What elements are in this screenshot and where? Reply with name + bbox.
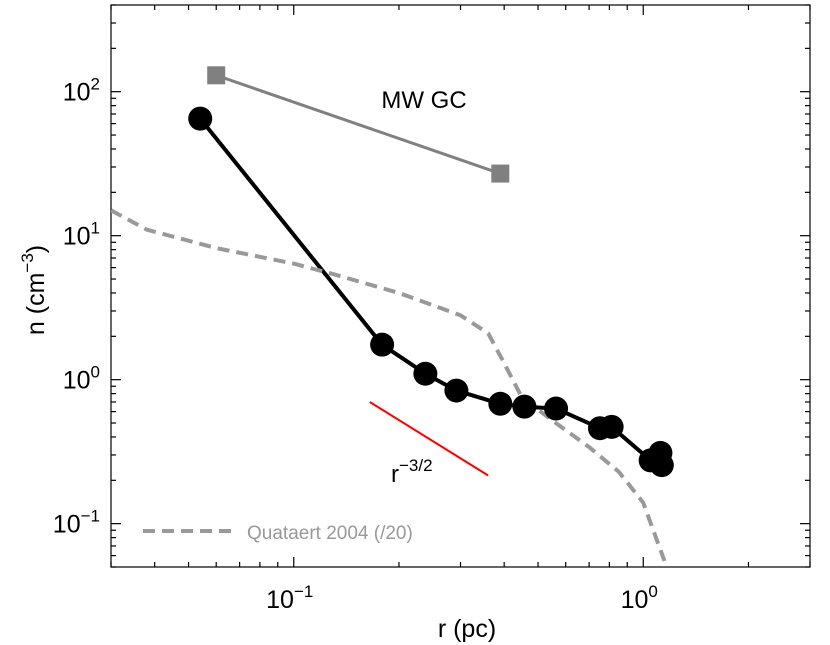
mw-gc-point (207, 66, 226, 85)
x-tick-label: 100 (621, 582, 658, 614)
mw-gc-point (491, 164, 510, 183)
data-point (512, 394, 537, 419)
mw-gc-annotation: MW GC (381, 87, 466, 114)
y-tick-label: 10−1 (53, 507, 100, 539)
y-tick-label: 102 (63, 75, 100, 107)
slope-label-base: r (391, 461, 399, 488)
y-axis-label: n (cm−3) (18, 245, 50, 335)
y-axis-label-base: n (cm (22, 273, 50, 336)
data-point (488, 391, 513, 416)
series-line-mw-gc (215, 73, 501, 176)
axis-ticks (110, 4, 811, 568)
axis-tick-labels: 10−1 100 10−1 100 101 102 (53, 75, 658, 614)
y-tick-label: 101 (63, 219, 100, 251)
data-point (599, 414, 624, 439)
legend-label: Quataert 2004 (/20) (247, 523, 413, 544)
slope-reference-line (369, 401, 489, 477)
slope-label: r−3/2 (391, 456, 433, 488)
legend: Quataert 2004 (/20) (143, 523, 413, 544)
data-point (444, 378, 469, 403)
plot-area (110, 4, 811, 568)
y-tick-label: 100 (63, 363, 100, 395)
x-axis-label: r (pc) (438, 615, 496, 643)
slope-label-exponent: −3/2 (399, 456, 433, 475)
y-axis-label-exponent: −3 (18, 253, 37, 272)
data-point (649, 453, 674, 478)
data-point (188, 106, 213, 131)
data-point (544, 396, 569, 421)
data-point (370, 332, 395, 357)
series-line-quataert-2004-20 (111, 208, 667, 562)
x-tick-label: 10−1 (266, 582, 313, 614)
y-axis-label-close: ) (22, 245, 50, 253)
data-point (413, 361, 438, 386)
